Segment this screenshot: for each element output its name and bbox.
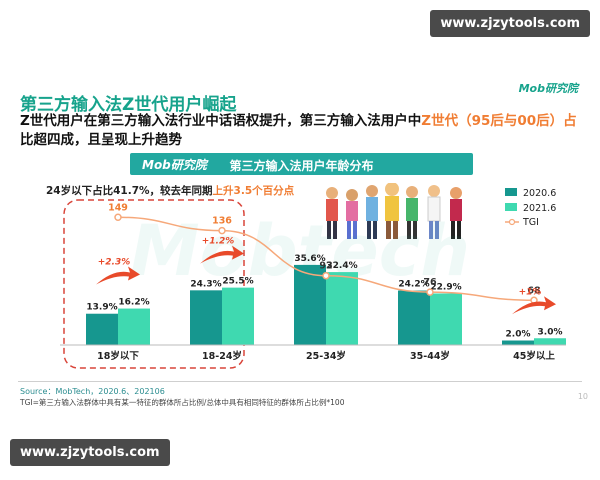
watermark-top: www.zjzytools.com <box>430 10 590 37</box>
bar-label-2020.6-0: 13.9% <box>86 303 117 313</box>
insight-main: 24岁以下占比41.7%，较去年同期 <box>46 185 213 197</box>
bar-2021.6-4 <box>534 338 566 345</box>
tgi-label-4: 68 <box>527 285 541 296</box>
source-text: Source：MobTech，2020.6、202106 <box>20 387 165 396</box>
growth-annotation-0: +2.3% <box>98 258 131 268</box>
growth-arrow-icon-0 <box>96 266 140 285</box>
legend-marker-tgi <box>508 218 516 226</box>
bar-label-2021.6-0: 16.2% <box>118 298 149 308</box>
watermark-bottom: www.zjzytools.com <box>10 439 170 466</box>
insight-text: 24岁以下占比41.7%，较去年同期上升3.5个百分点 <box>46 183 294 198</box>
bar-2021.6-2 <box>326 272 358 345</box>
chart-banner: Mob研究院 第三方输入法用户年龄分布 <box>130 153 473 175</box>
bar-label-2021.6-4: 3.0% <box>538 327 563 337</box>
tgi-label-3: 76 <box>423 277 437 288</box>
headline-highlight: Z世代（95后与00后）占 <box>421 113 577 129</box>
bar-label-2020.6-1: 24.3% <box>190 279 221 289</box>
bar-2020.6-3 <box>398 290 430 345</box>
tgi-label-1: 136 <box>212 216 232 227</box>
bar-2020.6-0 <box>86 313 118 345</box>
tgi-label-2: 92 <box>319 261 332 272</box>
bar-2020.6-4 <box>502 340 534 345</box>
banner-logo: Mob研究院 <box>142 158 207 172</box>
category-label-3: 35-44岁 <box>410 350 450 362</box>
insight-highlight: 上升3.5个百分点 <box>212 185 295 197</box>
people-illustration-icon <box>326 183 462 239</box>
footnote-text: TGI=第三方输入法群体中具有某一特征的群体所占比例/总体中具有相同特征的群体所… <box>20 398 345 407</box>
category-label-2: 25-34岁 <box>306 350 346 362</box>
tgi-point-2 <box>322 271 330 280</box>
tgi-point-1 <box>218 226 226 235</box>
bar-label-2021.6-2: 32.4% <box>326 261 357 271</box>
page-title: 第三方输入法Z世代用户崛起 <box>20 95 237 115</box>
bar-label-2021.6-3: 22.9% <box>430 282 461 292</box>
tgi-label-0: 149 <box>108 202 128 213</box>
legend-swatch-2020.6 <box>505 188 517 196</box>
bar-2020.6-1 <box>190 290 222 345</box>
bar-label-2020.6-2: 35.6% <box>294 254 325 264</box>
page-number: 10 <box>577 392 588 401</box>
category-label-1: 18-24岁 <box>202 350 242 362</box>
bar-2020.6-2 <box>294 264 326 345</box>
bar-2021.6-1 <box>222 287 254 345</box>
legend-swatch-2021.6 <box>505 203 517 211</box>
highlight-dashed-box <box>63 199 245 369</box>
bar-label-2020.6-4: 2.0% <box>506 330 531 340</box>
bar-label-2021.6-1: 25.5% <box>222 277 253 287</box>
headline-part1: Z世代用户在第三方输入法行业中话语权提升，第三方输入法用户中 <box>20 113 422 129</box>
category-label-4: 45岁以上 <box>513 350 555 362</box>
bar-2021.6-0 <box>118 308 150 345</box>
tgi-point-3 <box>426 288 434 296</box>
growth-arrow-icon-1 <box>200 245 244 264</box>
footer-divider <box>18 381 582 382</box>
chart-title: 第三方输入法用户年龄分布 <box>229 159 374 173</box>
growth-annotation-2: +1% <box>519 287 542 297</box>
growth-arrow-icon-2 <box>512 296 556 315</box>
brand-logo: Mob研究院 <box>518 82 578 95</box>
bar-2021.6-3 <box>430 293 462 345</box>
bar-label-2020.6-3: 24.2% <box>398 280 429 290</box>
growth-annotation-1: +1.2% <box>202 237 235 247</box>
category-label-0: 18岁以下 <box>97 350 139 362</box>
headline: Z世代用户在第三方输入法行业中话语权提升，第三方输入法用户中Z世代（95后与00… <box>20 112 590 150</box>
headline-part2: 比超四成，且呈现上升趋势 <box>20 132 182 148</box>
tgi-point-0 <box>114 213 122 222</box>
legend-label-tgi: TGI <box>522 217 539 228</box>
legend: 2020.6 2021.6 TGI <box>505 188 556 228</box>
legend-label-2021.6: 2021.6 <box>523 203 556 214</box>
legend-label-2020.6: 2020.6 <box>523 188 556 199</box>
